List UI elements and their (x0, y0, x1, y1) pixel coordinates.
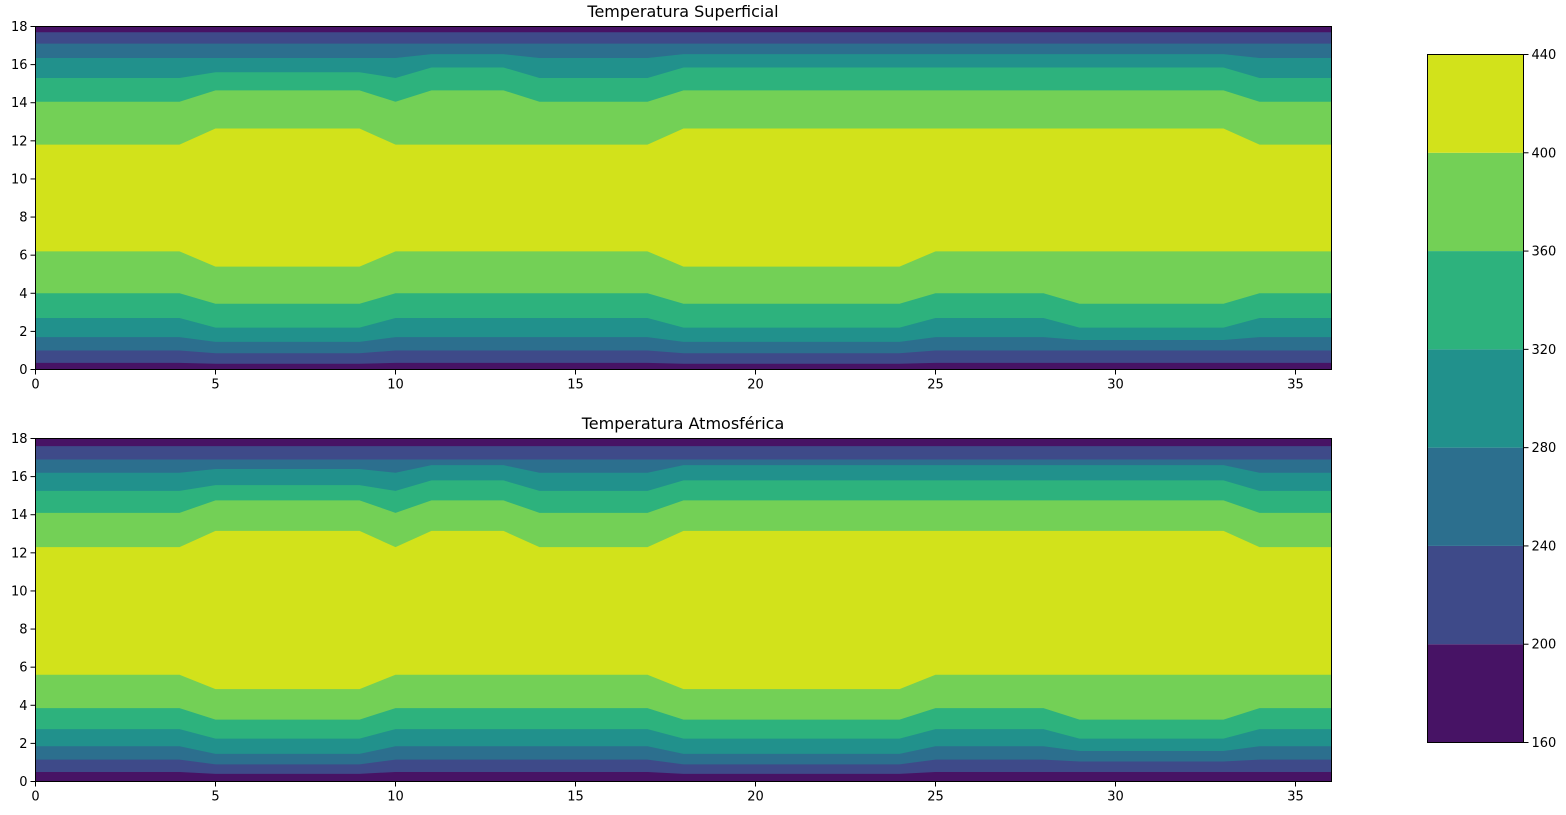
atmospheric-temperature-panel: Temperatura Atmosférica 0 5 10 15 20 25 30 35 0 2… (11, 414, 1332, 805)
colorbar-segment (1427, 644, 1524, 743)
surface-y-tick-label: 10 (11, 172, 28, 187)
surface-temperature-title: Temperatura Superficial (586, 2, 778, 21)
surface-y-tick-label: 6 (19, 249, 27, 264)
atmospheric-y-tick-label: 6 (19, 661, 27, 676)
surface-x-tick-label: 15 (567, 378, 584, 393)
atmospheric-y-tick-label: 18 (11, 432, 28, 447)
surface-axis-ticks: 0 5 10 15 20 25 30 35 0 2 4 6 8 10 12 14 16 18 (11, 20, 1304, 393)
surface-y-tick-label: 14 (11, 96, 28, 111)
atmospheric-x-tick-label: 25 (927, 790, 944, 805)
atmospheric-x-tick-label: 0 (31, 790, 39, 805)
atmospheric-plot-frame (35, 438, 1332, 782)
surface-y-tick-label: 18 (11, 20, 28, 35)
atmospheric-y-tick-label: 10 (11, 584, 28, 599)
colorbar-ticks: 160 200 240 280 320 360 400 440 (1523, 48, 1557, 751)
atmospheric-x-tick-label: 5 (211, 790, 219, 805)
atmospheric-x-tick-label: 35 (1287, 790, 1304, 805)
surface-x-tick-label: 0 (31, 378, 39, 393)
atmospheric-axis-ticks: 0 5 10 15 20 25 30 35 0 2 4 6 8 10 12 14 16 18 (11, 432, 1304, 805)
colorbar-tick-label: 320 (1532, 343, 1557, 358)
atmospheric-x-tick-label: 15 (567, 790, 584, 805)
atmospheric-y-tick-label: 16 (11, 470, 28, 485)
atmospheric-x-tick-label: 30 (1107, 790, 1124, 805)
colorbar-segment (1427, 447, 1524, 546)
atmospheric-y-tick-label: 4 (19, 699, 27, 714)
atmospheric-y-tick-label: 12 (11, 546, 28, 561)
colorbar-frame (1427, 54, 1524, 743)
atmospheric-y-tick-label: 14 (11, 508, 28, 523)
colorbar-segment (1427, 349, 1524, 448)
colorbar-tick-label: 200 (1532, 638, 1557, 653)
colorbar-segment (1427, 54, 1524, 153)
surface-y-tick-label: 12 (11, 134, 28, 149)
atmospheric-x-tick-label: 20 (747, 790, 764, 805)
surface-y-tick-label: 0 (19, 363, 27, 378)
colorbar-tick-label: 360 (1532, 245, 1557, 260)
surface-contour-bands (35, 26, 1332, 370)
surface-x-tick-label: 10 (387, 378, 404, 393)
surface-x-tick-label: 5 (211, 378, 219, 393)
surface-band-bottom-0 (35, 362, 1332, 370)
surface-x-tick-label: 25 (927, 378, 944, 393)
surface-band-top-0 (35, 26, 1332, 33)
surface-x-tick-label: 30 (1107, 378, 1124, 393)
colorbar-tick-label: 400 (1532, 146, 1557, 161)
colorbar-tick-label: 160 (1532, 736, 1557, 751)
atmospheric-contour-bands (35, 438, 1332, 782)
colorbar-tick-label: 240 (1532, 539, 1557, 554)
colorbar-segment (1427, 545, 1524, 645)
atmospheric-y-tick-label: 8 (19, 623, 27, 638)
atmospheric-band-bottom-0 (35, 771, 1332, 782)
colorbar: 160 200 240 280 320 360 400 440 (1427, 48, 1557, 751)
colorbar-segments (1427, 54, 1524, 743)
colorbar-segment (1427, 152, 1524, 252)
atmospheric-y-tick-label: 2 (19, 737, 27, 752)
atmospheric-band-top-0 (35, 438, 1332, 447)
surface-x-tick-label: 20 (747, 378, 764, 393)
atmospheric-temperature-title: Temperatura Atmosférica (581, 414, 785, 433)
surface-plot-frame (35, 26, 1332, 370)
colorbar-segment (1427, 251, 1524, 350)
surface-y-tick-label: 4 (19, 287, 27, 302)
surface-temperature-panel: Temperatura Superficial 0 5 10 15 20 25 30 35 0 2… (11, 2, 1332, 393)
surface-y-tick-label: 8 (19, 211, 27, 226)
colorbar-tick-label: 280 (1532, 441, 1557, 456)
colorbar-tick-label: 440 (1532, 48, 1557, 63)
surface-x-tick-label: 35 (1287, 378, 1304, 393)
surface-y-tick-label: 2 (19, 325, 27, 340)
surface-y-tick-label: 16 (11, 58, 28, 73)
atmospheric-y-tick-label: 0 (19, 775, 27, 790)
atmospheric-x-tick-label: 10 (387, 790, 404, 805)
